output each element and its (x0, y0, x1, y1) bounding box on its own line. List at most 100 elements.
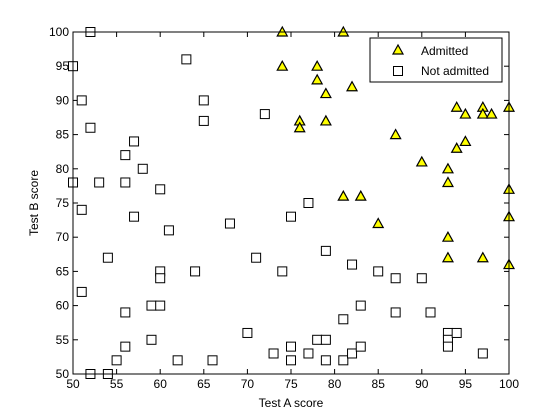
not-admitted-point (451, 327, 462, 338)
not-admitted-point (242, 327, 253, 338)
not-admitted-point (94, 177, 105, 188)
legend-not-admitted-marker-shape (393, 66, 403, 76)
admitted-point (450, 142, 463, 153)
not-admitted-point (172, 355, 183, 366)
not-admitted-point (303, 348, 314, 359)
not-admitted-point (312, 334, 323, 345)
legend-not-admitted-label: Not admitted (421, 64, 489, 78)
legend-not-admitted-marker (393, 66, 403, 76)
not-admitted-point (129, 211, 140, 222)
x-tick-label: 75 (284, 377, 298, 391)
y-tick-label: 85 (56, 128, 70, 142)
admitted-point (450, 101, 463, 112)
y-tick-label: 55 (56, 333, 70, 347)
not-admitted-point (155, 184, 166, 195)
not-admitted-point (355, 341, 366, 352)
admitted-point (476, 107, 489, 119)
not-admitted-point (338, 355, 349, 366)
plot-area (73, 32, 509, 374)
admitted-point (337, 189, 350, 201)
not-admitted-point (76, 95, 87, 106)
x-tick-label: 85 (372, 377, 386, 391)
admitted-point (476, 251, 489, 263)
y-tick-label: 95 (56, 59, 70, 73)
y-axis-label: Test B score (27, 170, 41, 236)
not-admitted-point (137, 163, 148, 174)
y-tick-label: 80 (56, 162, 70, 176)
not-admitted-point (373, 266, 384, 277)
admitted-point (311, 59, 324, 71)
not-admitted-point (207, 355, 218, 366)
not-admitted-point (286, 355, 296, 366)
not-admitted-point (286, 341, 296, 352)
plot-frame (72, 31, 510, 375)
not-admitted-point (347, 259, 358, 270)
x-tick-label: 70 (241, 377, 255, 391)
not-admitted-point (477, 348, 488, 359)
legend-admitted-marker-shape (391, 43, 405, 55)
not-admitted-point (120, 341, 131, 352)
not-admitted-point (268, 348, 279, 359)
not-admitted-point (390, 273, 401, 284)
y-tick-label: 50 (56, 367, 70, 381)
not-admitted-point (224, 218, 235, 229)
not-admitted-point (120, 150, 131, 161)
admitted-point (441, 162, 454, 174)
x-tick-label: 60 (154, 377, 168, 391)
admitted-point (346, 80, 359, 92)
y-tick-label: 65 (56, 264, 70, 278)
x-tick-label: 90 (415, 377, 429, 391)
admitted-point (441, 230, 454, 242)
x-tick-label: 80 (328, 377, 342, 391)
not-admitted-point (181, 54, 192, 65)
not-admitted-point (355, 300, 366, 311)
not-admitted-point (320, 245, 331, 256)
admitted-point (276, 59, 289, 71)
legend: Admitted Not admitted (369, 37, 503, 83)
not-admitted-point (155, 273, 166, 284)
y-tick-label: 70 (56, 230, 70, 244)
not-admitted-point (390, 307, 401, 318)
not-admitted-point (259, 109, 270, 120)
admitted-point (389, 128, 402, 140)
x-axis-label: Test A score (259, 396, 324, 410)
not-admitted-point (320, 334, 331, 345)
not-admitted-point (303, 198, 314, 208)
admitted-point (441, 176, 454, 188)
not-admitted-point (163, 225, 174, 236)
x-tick-label: 100 (499, 377, 519, 391)
not-admitted-point (190, 266, 201, 277)
not-admitted-point (251, 252, 262, 263)
admitted-point (459, 107, 472, 119)
y-tick-label: 75 (56, 196, 70, 210)
admitted-point (459, 135, 472, 147)
not-admitted-point (320, 355, 331, 366)
legend-admitted-marker (391, 43, 405, 55)
not-admitted-point (76, 204, 87, 215)
admitted-point (372, 217, 385, 229)
y-tick-label: 60 (56, 299, 70, 313)
not-admitted-point (146, 300, 157, 311)
not-admitted-point (425, 307, 436, 318)
admitted-point (441, 251, 454, 263)
tick-labels: 50 55 60 65 70 75 80 85 90 95 100 50 55 60 65 70 75 80 85 9… (49, 25, 519, 391)
not-admitted-point (129, 136, 140, 147)
not-admitted-point (120, 177, 131, 188)
admitted-point (485, 107, 498, 119)
y-tick-label: 100 (49, 25, 69, 39)
not-admitted-point (277, 266, 288, 277)
legend-box (369, 37, 503, 83)
x-tick-label: 55 (110, 377, 124, 391)
admitted-point (319, 114, 332, 126)
admitted-point (311, 73, 324, 85)
admitted-point (354, 189, 367, 201)
not-admitted-point (338, 314, 349, 325)
not-admitted-point (442, 341, 453, 352)
y-tick-label: 90 (56, 93, 70, 107)
not-admitted-point (198, 115, 209, 126)
not-admitted-point (347, 348, 358, 359)
admitted-point (319, 87, 332, 99)
admitted-point (415, 155, 428, 167)
not-admitted-point (111, 355, 122, 366)
